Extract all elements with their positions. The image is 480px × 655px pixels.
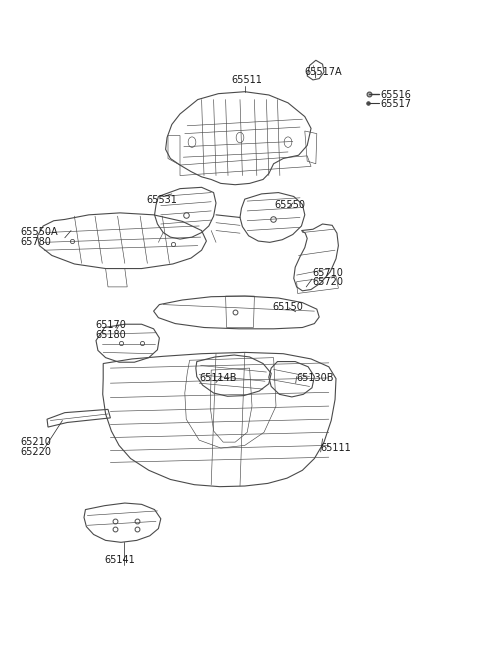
Text: 65130B: 65130B [297, 373, 334, 383]
Text: 65111: 65111 [321, 443, 351, 453]
Text: 65720: 65720 [312, 277, 343, 287]
Text: 65516: 65516 [381, 90, 411, 100]
Text: 65170: 65170 [95, 320, 126, 330]
Text: 65180: 65180 [95, 330, 126, 340]
Text: 65517A: 65517A [305, 67, 342, 77]
Text: 65710: 65710 [312, 268, 343, 278]
Text: 65141: 65141 [105, 555, 135, 565]
Text: 65210: 65210 [20, 437, 51, 447]
Text: 65550A: 65550A [20, 227, 58, 237]
Text: 65531: 65531 [146, 195, 177, 205]
Text: 65780: 65780 [20, 237, 51, 247]
Text: 65220: 65220 [20, 447, 51, 457]
Text: 65550: 65550 [275, 200, 306, 210]
Text: 65511: 65511 [232, 75, 263, 85]
Text: 65517: 65517 [381, 99, 412, 109]
Text: 65114B: 65114B [199, 373, 237, 383]
Text: 65150: 65150 [273, 302, 303, 312]
